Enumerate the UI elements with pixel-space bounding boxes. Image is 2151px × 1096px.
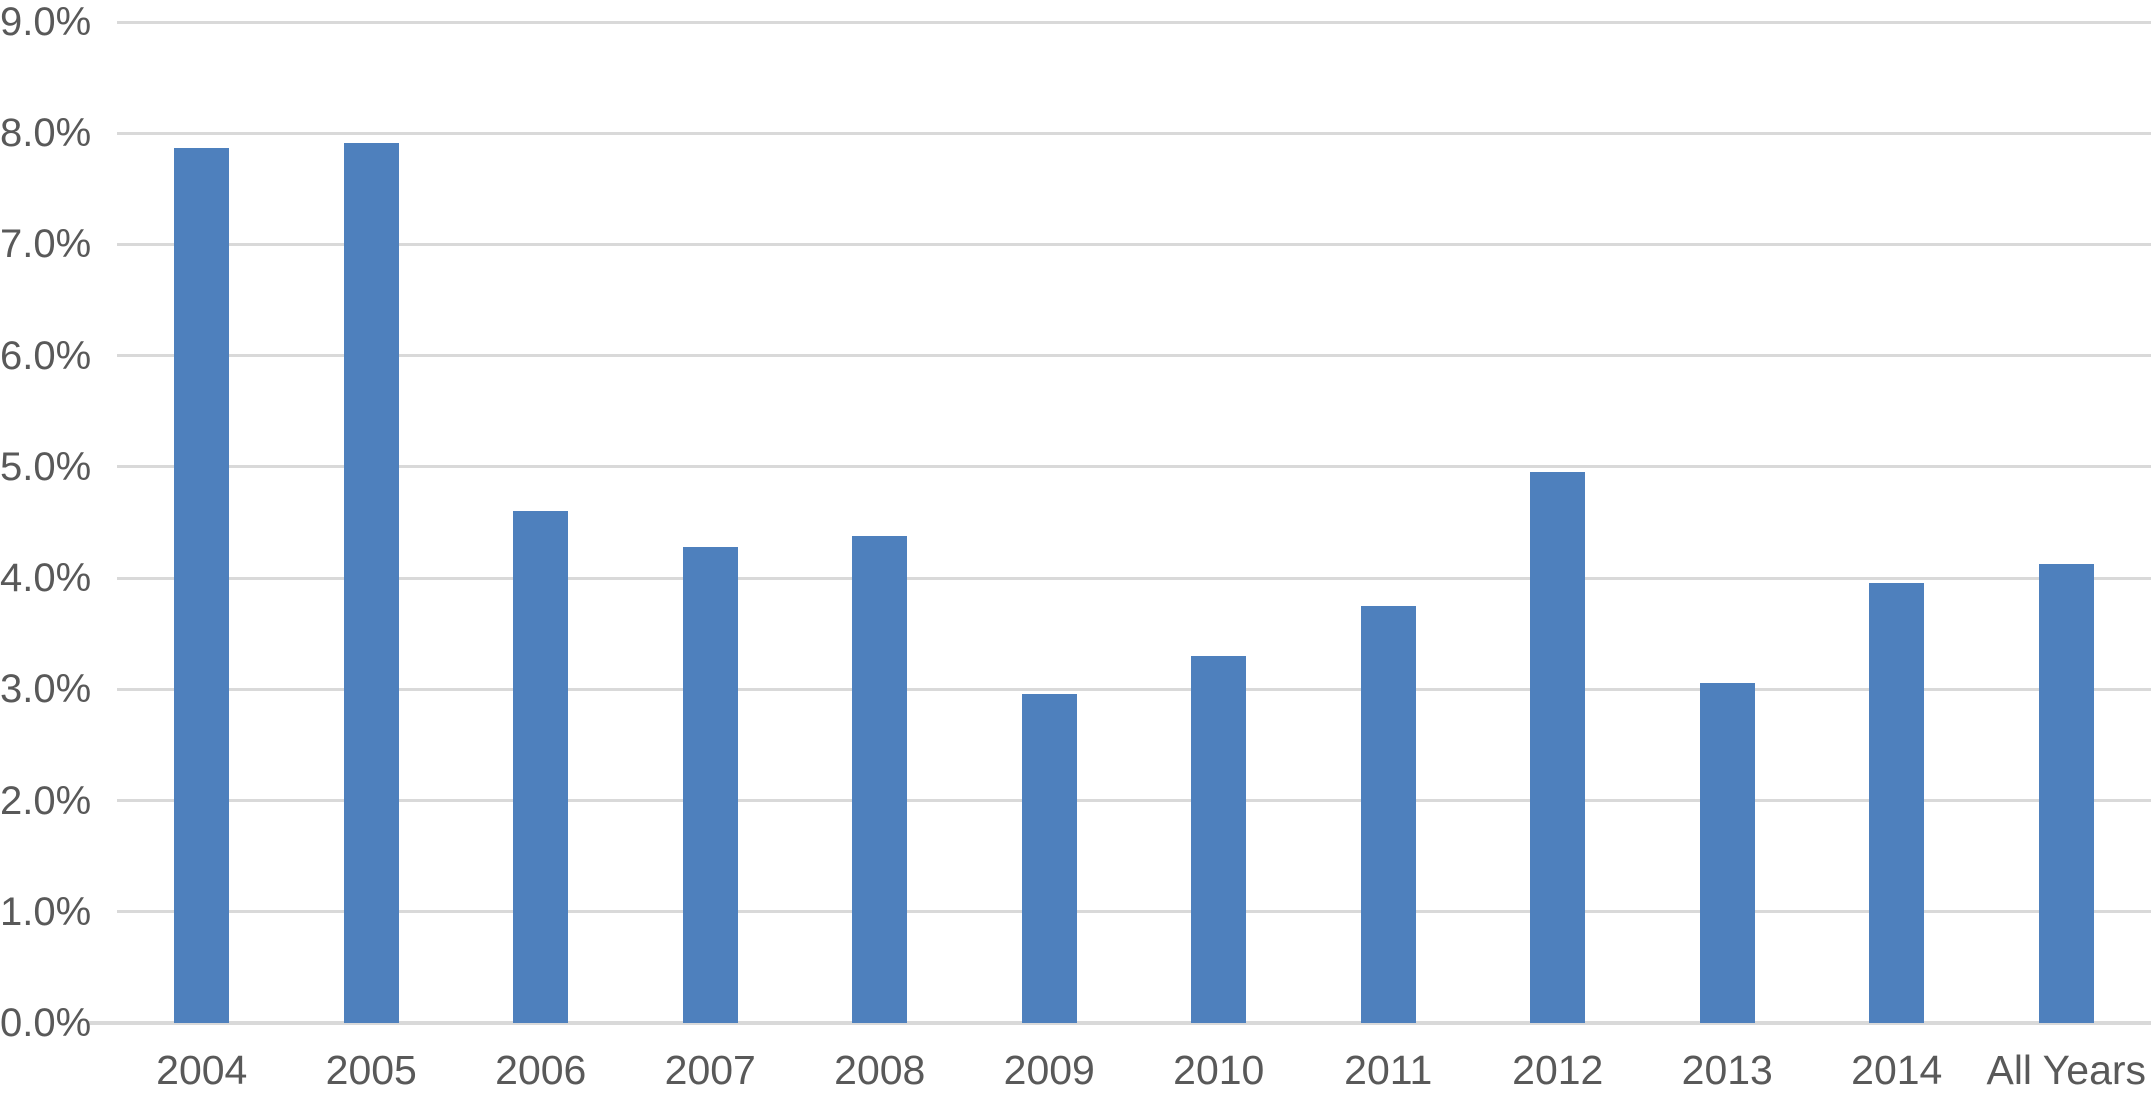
bar-2013: [1700, 683, 1755, 1023]
gridline: [117, 688, 2151, 691]
y-axis-tick-label: 7.0%: [0, 222, 92, 267]
gridline: [117, 910, 2151, 913]
bar-2010: [1191, 656, 1246, 1023]
y-axis-tick-label: 8.0%: [0, 111, 92, 156]
y-axis-tick-label: 2.0%: [0, 778, 92, 823]
bar-2006: [513, 511, 568, 1023]
gridline: [117, 21, 2151, 24]
gridline: [117, 354, 2151, 357]
bar-2011: [1361, 606, 1416, 1023]
x-axis-category-label: All Years: [1986, 1047, 2147, 1093]
x-axis-category-label: 2009: [1003, 1047, 1095, 1093]
y-axis-tick-label: 0.0%: [0, 1001, 92, 1045]
y-axis-tick-label: 9.0%: [0, 0, 92, 44]
gridline: [117, 577, 2151, 580]
x-axis-category-label: 2010: [1173, 1047, 1265, 1093]
gridline: [117, 132, 2151, 135]
x-axis-category-label: 2008: [834, 1047, 926, 1093]
x-axis-category-label: 2014: [1851, 1047, 1943, 1093]
bar-2012: [1530, 472, 1585, 1023]
y-axis-tick-label: 6.0%: [0, 333, 92, 378]
gridline: [117, 799, 2151, 802]
x-axis-category-label: 2007: [664, 1047, 756, 1093]
y-axis-tick-label: 3.0%: [0, 667, 92, 712]
bar-2004: [174, 148, 229, 1023]
bar-all-years: [2039, 564, 2094, 1023]
y-axis-tick-label: 5.0%: [0, 444, 92, 489]
bar-2007: [683, 547, 738, 1023]
gridline: [117, 465, 2151, 468]
x-axis-category-label: 2013: [1681, 1047, 1773, 1093]
x-axis-category-label: 2005: [325, 1047, 417, 1093]
bar-2009: [1022, 694, 1077, 1023]
x-axis-category-label: 2012: [1512, 1047, 1604, 1093]
y-axis-tick-label: 1.0%: [0, 889, 92, 934]
bar-2008: [852, 536, 907, 1023]
gridline: [117, 243, 2151, 246]
bar-2005: [344, 143, 399, 1023]
bar-2014: [1869, 583, 1924, 1023]
y-axis-tick-label: 4.0%: [0, 556, 92, 601]
x-axis-category-label: 2011: [1344, 1047, 1433, 1093]
x-axis-category-label: 2004: [156, 1047, 248, 1093]
x-axis-line: [87, 1021, 2151, 1025]
x-axis-category-label: 2006: [495, 1047, 587, 1093]
